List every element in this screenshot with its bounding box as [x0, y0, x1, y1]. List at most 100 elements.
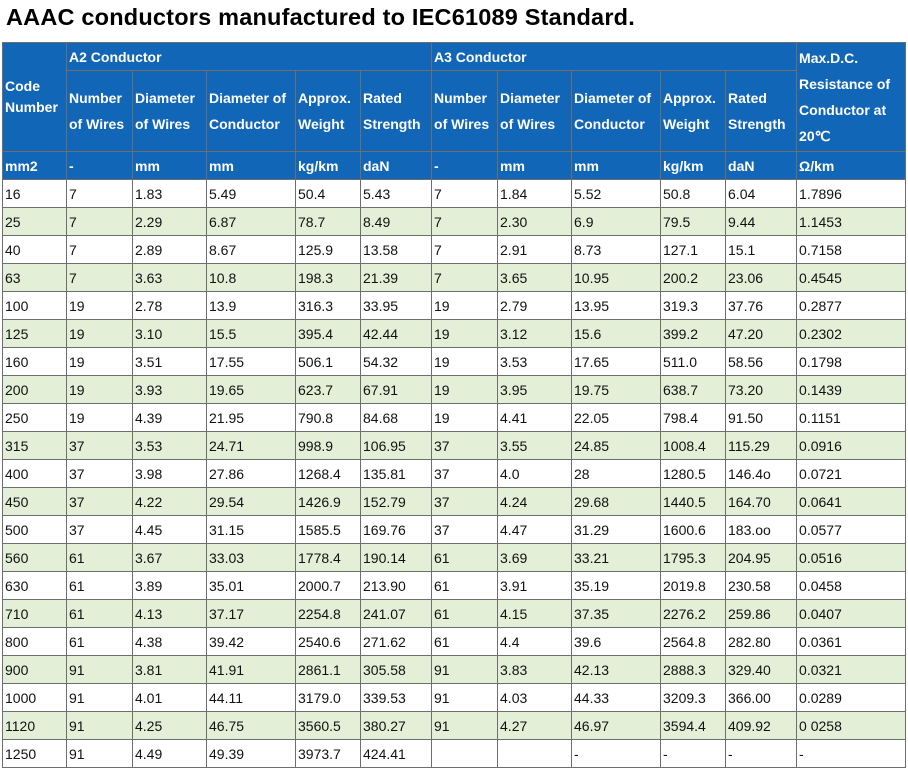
table-row: 250 19 4.39 21.95 790.8 84.68 19 4.41 22.05 798.4…	[2, 403, 907, 432]
a3-number-of-wires-header: Number of Wires	[431, 70, 499, 152]
a3-diameter-of-conductor-header: Diameter of Conductor	[571, 70, 662, 152]
table-cell: 0.0577	[796, 515, 907, 544]
table-cell: 3.51	[132, 347, 207, 376]
table-cell: 2019.8	[660, 571, 727, 600]
a3-approx-weight-header: Approx. Weight	[660, 70, 727, 152]
table-row: 1120 91 4.25 46.75 3560.5 380.27 91 4.27 46.97 35…	[2, 711, 907, 740]
table-cell: 4.22	[132, 487, 207, 516]
unit-cell: mm	[497, 151, 573, 180]
table-cell: 37	[431, 459, 499, 488]
table-cell: 19	[66, 291, 133, 320]
table-cell: 1.1453	[796, 207, 907, 236]
table-cell: 10.95	[571, 263, 662, 292]
table-cell: 50.4	[295, 179, 361, 208]
table-cell: 3.67	[132, 543, 207, 572]
table-cell: 2861.1	[295, 655, 361, 684]
table-cell: 91	[431, 655, 499, 684]
unit-cell: kg/km	[295, 151, 361, 180]
table-cell: 0.0361	[796, 627, 907, 656]
table-cell: 399.2	[660, 319, 727, 348]
table-cell: 1.84	[497, 179, 573, 208]
table-row: 800 61 4.38 39.42 2540.6 271.62 61 4.4 39.6 2564.…	[2, 627, 907, 656]
table-cell	[431, 739, 499, 768]
table-cell: 0.0721	[796, 459, 907, 488]
table-cell: 21.39	[359, 263, 433, 292]
table-cell: 2540.6	[295, 627, 361, 656]
table-cell: 127.1	[660, 235, 727, 264]
table-cell: -	[725, 739, 798, 768]
table-cell: 316.3	[295, 291, 361, 320]
table-cell: 319.3	[660, 291, 727, 320]
table-cell: 6.87	[206, 207, 296, 236]
table-cell: 61	[66, 571, 133, 600]
table-cell: 19	[431, 291, 499, 320]
table-cell: 35.01	[206, 571, 296, 600]
table-cell: 91.50	[725, 403, 798, 432]
table-row: 125 19 3.10 15.5 395.4 42.44 19 3.12 15.6 399.2 47…	[2, 319, 907, 348]
table-cell: 39.42	[206, 627, 296, 656]
table-cell: 19.75	[571, 375, 662, 404]
table-cell: 4.4	[497, 627, 573, 656]
table-cell: 0.0458	[796, 571, 907, 600]
table-cell: 3179.0	[295, 683, 361, 712]
table-cell: 3.55	[497, 431, 573, 460]
table-cell: 19	[66, 347, 133, 376]
table-cell: 8.67	[206, 235, 296, 264]
table-cell: 380.27	[359, 711, 433, 740]
table-cell: 1778.4	[295, 543, 361, 572]
table-cell: 4.47	[497, 515, 573, 544]
table-cell: 4.39	[132, 403, 207, 432]
table-cell: 25	[2, 207, 67, 236]
table-cell: 329.40	[725, 655, 798, 684]
table-cell: 366.00	[725, 683, 798, 712]
table-cell: 0.0641	[796, 487, 907, 516]
table-cell: 2.91	[497, 235, 573, 264]
table-cell: 800	[2, 627, 67, 656]
table-cell: 1585.5	[295, 515, 361, 544]
table-cell: 21.95	[206, 403, 296, 432]
table-cell: 424.41	[359, 739, 433, 768]
table-cell: 58.56	[725, 347, 798, 376]
table-cell: 190.14	[359, 543, 433, 572]
table-cell: 33.95	[359, 291, 433, 320]
table-cell: 0.0321	[796, 655, 907, 684]
unit-cell: Ω/km	[796, 151, 907, 180]
table-cell: 450	[2, 487, 67, 516]
table-row: 450 37 4.22 29.54 1426.9 152.79 37 4.24 29.68 144…	[2, 487, 907, 516]
table-cell: 241.07	[359, 599, 433, 628]
table-cell: 24.71	[206, 431, 296, 460]
table-row: 400 37 3.98 27.86 1268.4 135.81 37 4.0 28 1280.5 1…	[2, 459, 907, 488]
unit-cell: -	[66, 151, 133, 180]
table-cell: 0.0407	[796, 599, 907, 628]
table-cell: 3.53	[132, 431, 207, 460]
table-cell: 1268.4	[295, 459, 361, 488]
table-cell: 250	[2, 403, 67, 432]
table-cell: 31.29	[571, 515, 662, 544]
table-cell: 2.30	[497, 207, 573, 236]
table-cell: 15.1	[725, 235, 798, 264]
table-cell: 3.98	[132, 459, 207, 488]
table-cell	[497, 739, 573, 768]
table-cell: 61	[66, 627, 133, 656]
max-dc-resistance-header: Max.D.C. Resistance of Conductor at 20℃	[796, 42, 907, 152]
table-cell: 1000	[2, 683, 67, 712]
table-row: 560 61 3.67 33.03 1778.4 190.14 61 3.69 33.21 179…	[2, 543, 907, 572]
a3-diameter-of-wires-header: Diameter of Wires	[497, 70, 573, 152]
table-cell: 4.25	[132, 711, 207, 740]
table-cell: 0.0916	[796, 431, 907, 460]
table-cell: 22.05	[571, 403, 662, 432]
table-row: 1000 91 4.01 44.11 3179.0 339.53 91 4.03 44.33 32…	[2, 683, 907, 712]
table-cell: 4.0	[497, 459, 573, 488]
table-cell: 198.3	[295, 263, 361, 292]
table-cell: 7	[431, 235, 499, 264]
table-cell: 3973.7	[295, 739, 361, 768]
table-cell: 409.92	[725, 711, 798, 740]
table-row: 63 7 3.63 10.8 198.3 21.39 7 3.65 10.95 200.2 23.0…	[2, 263, 907, 292]
table-cell: 91	[431, 711, 499, 740]
table-cell: 79.5	[660, 207, 727, 236]
table-cell: 5.52	[571, 179, 662, 208]
table-cell: 400	[2, 459, 67, 488]
table-cell: 19.65	[206, 375, 296, 404]
table-cell: 135.81	[359, 459, 433, 488]
table-cell: 710	[2, 599, 67, 628]
